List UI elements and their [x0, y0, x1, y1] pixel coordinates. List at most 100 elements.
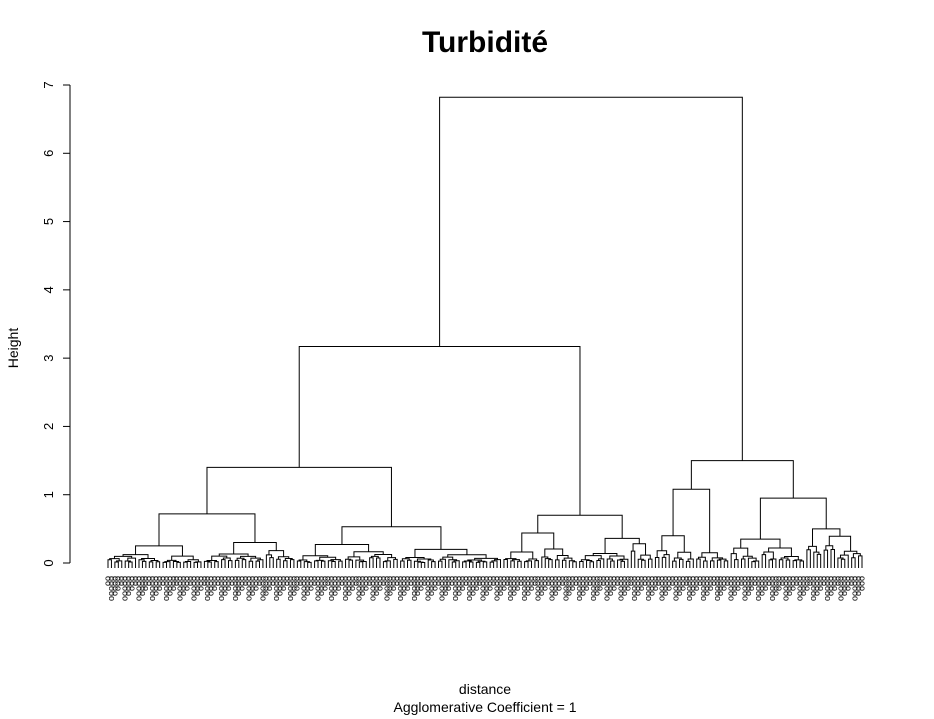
dendrogram-branch — [733, 547, 749, 557]
leaf-label: oo — [240, 576, 250, 586]
leaf-label: ooooo — [147, 576, 157, 601]
leaf-label: ooooo — [340, 576, 350, 601]
dendrogram-branch — [257, 559, 264, 568]
dendrogram-branch — [302, 555, 329, 561]
leaf-label: ooo — [223, 576, 233, 591]
leaf-label: oooo — [660, 576, 670, 596]
dendrogram-branch — [427, 559, 434, 568]
leaf-label: oo — [213, 576, 223, 586]
leaf-label: ooo — [829, 576, 839, 591]
leaf-label: oo — [516, 576, 526, 586]
dendrogram-branch — [221, 559, 226, 568]
leaf-label: ooo — [457, 576, 467, 591]
y-tick-label: 1 — [41, 491, 56, 498]
dendrogram-branch — [296, 560, 302, 568]
dendrogram-branch — [839, 554, 849, 568]
leaf-label: oooo — [688, 576, 698, 596]
leaf-label: oo — [681, 576, 691, 586]
leaf-label: ooooo — [836, 576, 846, 601]
leaf-label: ooo — [608, 576, 618, 591]
leaf-label: ooooo — [230, 576, 240, 601]
dendrogram-branch — [641, 559, 646, 568]
dendrogram-branch — [122, 554, 149, 559]
y-tick-label: 6 — [41, 150, 56, 157]
dendrogram-branch — [393, 558, 398, 568]
leaf-label: oooo — [137, 576, 147, 596]
dendrogram-branch — [741, 558, 746, 568]
leaf-label: oooo — [619, 576, 629, 596]
dendrogram-branch — [176, 561, 181, 568]
dendrogram-branch — [840, 558, 846, 568]
leaf-label: ooo — [774, 576, 784, 591]
dendrogram-branch — [534, 560, 539, 568]
dendrogram-branch — [474, 557, 498, 560]
dendrogram-branch — [596, 560, 601, 568]
leaf-label: ooo — [636, 576, 646, 591]
leaf-label: ooooo — [822, 576, 832, 601]
dendrogram-branch — [187, 559, 199, 562]
dendrogram-branch — [439, 558, 446, 568]
dendrogram-branch — [206, 466, 392, 527]
dendrogram-branch — [162, 561, 168, 568]
leaf-label: oo — [571, 576, 581, 586]
leaf-label: oo — [819, 576, 829, 586]
dendrogram-branch — [751, 561, 756, 568]
dendrogram-branch — [537, 514, 623, 539]
leaf-label: oo — [543, 576, 553, 586]
dendrogram-branch — [451, 561, 457, 568]
leaf-label: ooooo — [712, 576, 722, 601]
agglomerative-coefficient: Agglomerative Coefficient = 1 — [393, 699, 576, 715]
dendrogram-branch — [740, 538, 781, 549]
dendrogram-branch — [768, 559, 773, 568]
leaf-label: ooo — [250, 576, 260, 591]
dendrogram-branch — [158, 513, 256, 546]
leaf-label: oo — [584, 576, 594, 586]
y-axis: 0 1 2 3 4 5 6 7 — [41, 81, 71, 567]
leaf-label: ooo — [856, 576, 866, 591]
leaf-label: ooooo — [588, 576, 598, 601]
leaf-label: ooo — [677, 576, 687, 591]
leaf-label: ooo — [595, 576, 605, 591]
leaf-label: oo — [529, 576, 539, 586]
dendrogram-branch — [690, 460, 794, 499]
dendrogram-branch — [561, 559, 567, 568]
leaf-label: ooo — [374, 576, 384, 591]
leaf-label: oo — [323, 576, 333, 586]
leaf-label: oo — [350, 576, 360, 586]
leaf-label: oo — [488, 576, 498, 586]
dendrogram-branch — [541, 556, 549, 568]
leaf-label: oo — [433, 576, 443, 586]
dendrogram-branch — [420, 562, 426, 568]
leaf-label: oooo — [206, 576, 216, 596]
dendrogram-branch — [742, 555, 753, 559]
leaf-label: oooo — [839, 576, 849, 596]
dendrogram-branch — [338, 560, 343, 568]
dendrogram-branch — [512, 559, 520, 562]
leaf-label: oooo — [247, 576, 257, 596]
dendrogram-branch — [555, 559, 560, 568]
dendrogram-branch — [579, 561, 584, 568]
leaf-label: ooo — [471, 576, 481, 591]
dendrogram-branch — [128, 561, 133, 568]
dendrogram-branch — [710, 560, 715, 568]
y-tick-label: 3 — [41, 355, 56, 362]
dendrogram-branch — [632, 543, 647, 556]
leaf-label: oooo — [123, 576, 133, 596]
dendrogram-branch — [475, 561, 481, 568]
leaf-label: oo — [199, 576, 209, 586]
dendrogram-branch — [113, 555, 133, 559]
leaf-label: ooo — [843, 576, 853, 591]
dendrogram-branch — [236, 557, 245, 561]
dendrogram-branch — [250, 557, 261, 562]
leaf-label: ooooo — [188, 576, 198, 601]
leaf-label: oooo — [151, 576, 161, 596]
leaf-label: ooooo — [533, 576, 543, 601]
leaf-label: ooo — [113, 576, 123, 591]
dendrogram-branch — [610, 560, 615, 568]
leaf-label: ooo — [306, 576, 316, 591]
dendrogram-branch — [828, 535, 852, 552]
dendrogram-branch — [222, 557, 231, 561]
leaf-label: ooo — [154, 576, 164, 591]
dendrogram-branch — [568, 560, 576, 568]
leaf-label: ooo — [416, 576, 426, 591]
